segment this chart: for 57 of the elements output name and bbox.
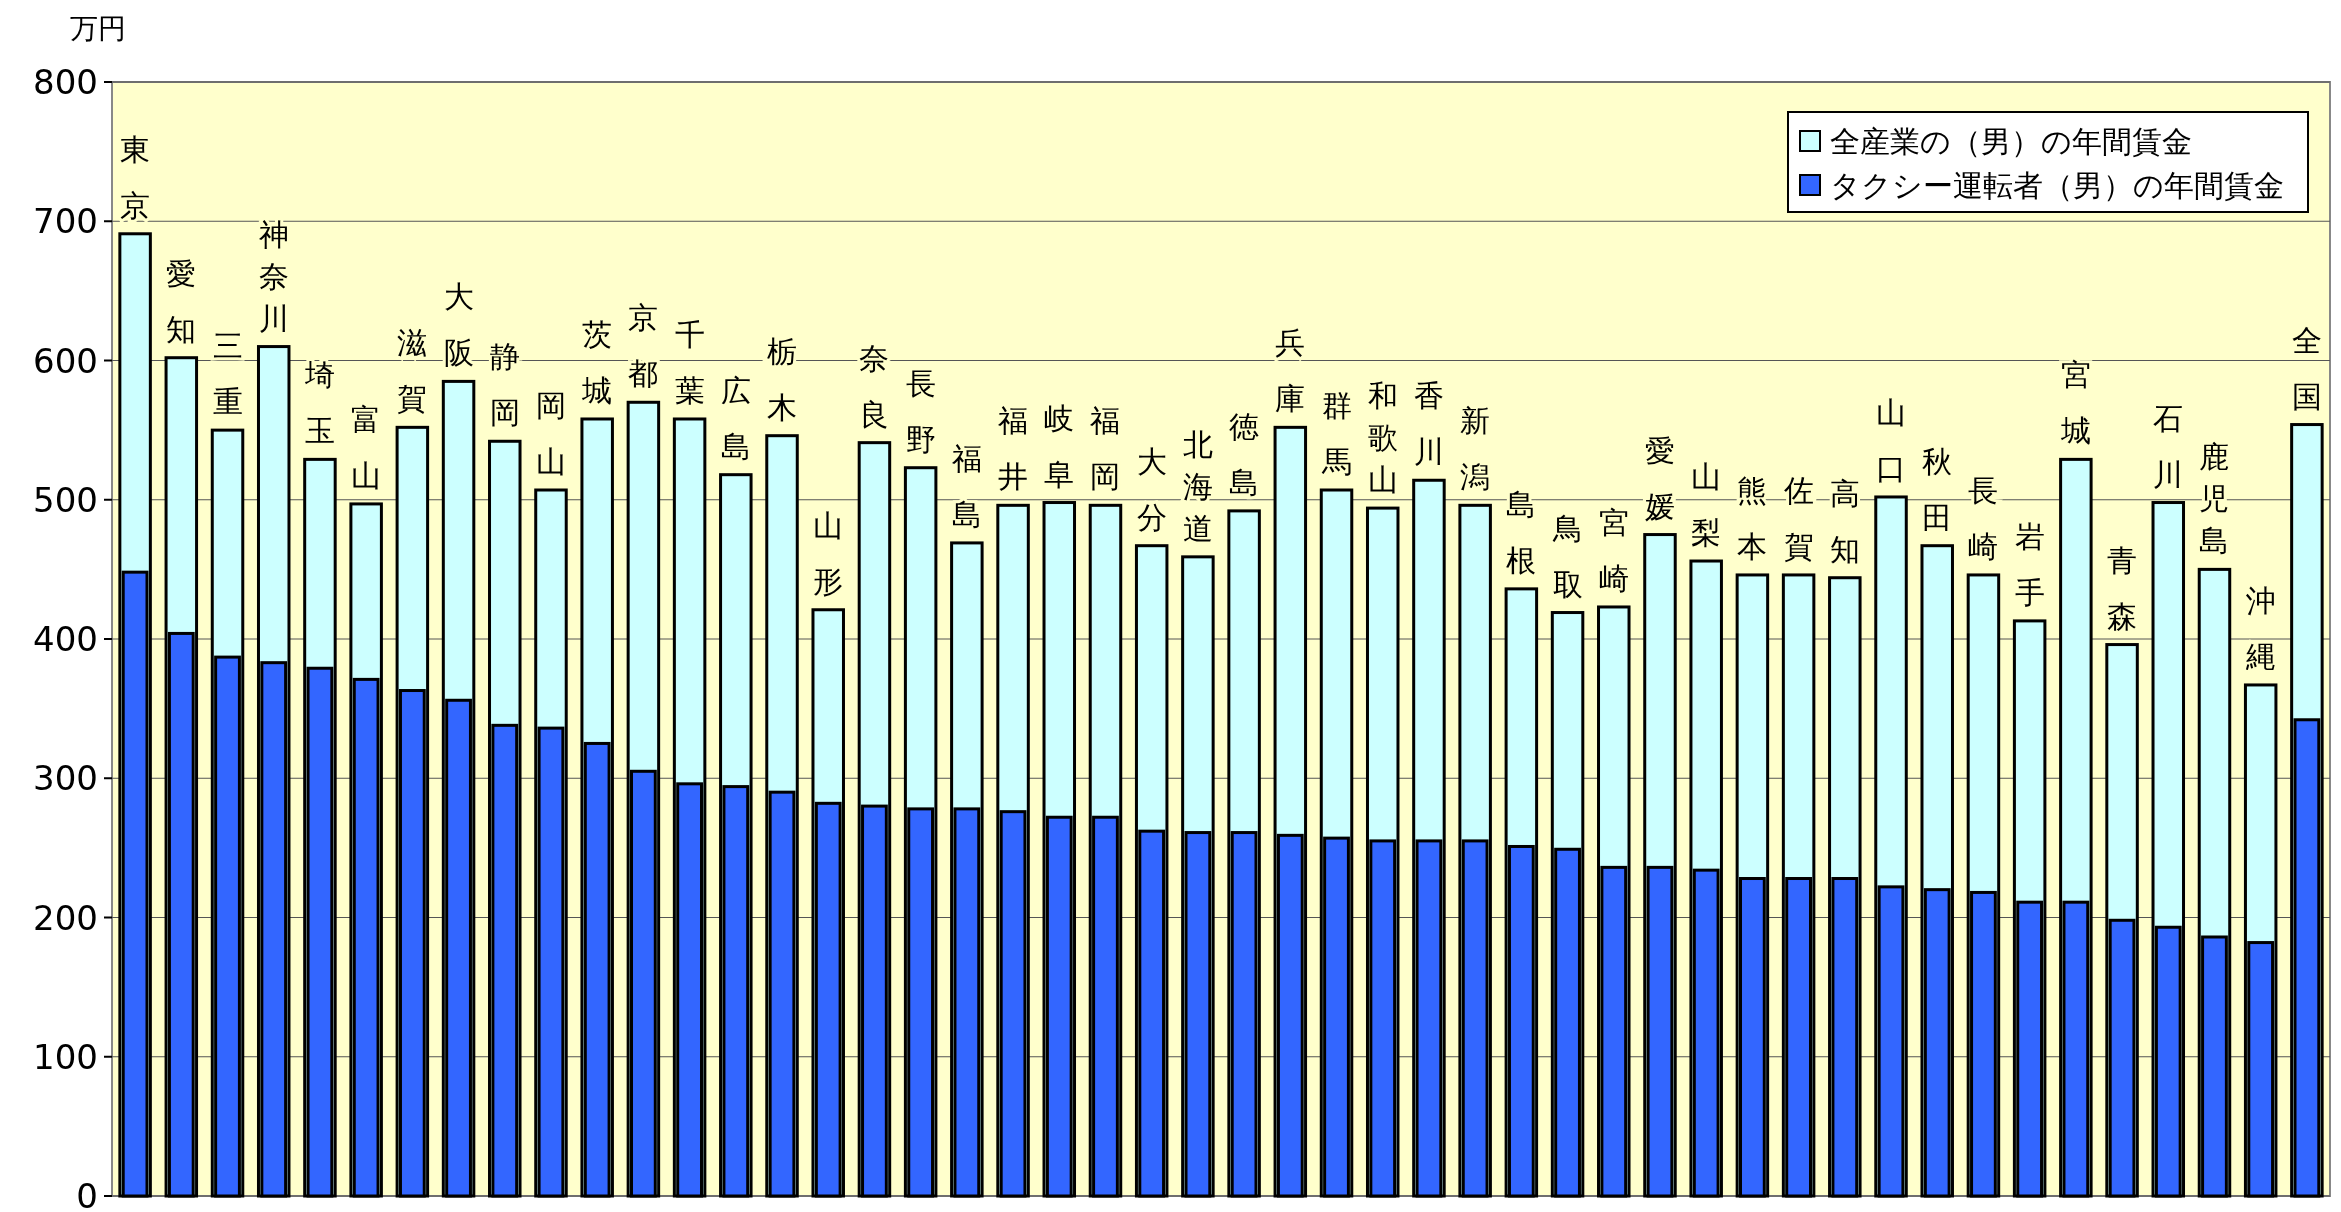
x-tick-label: 福岡 bbox=[1090, 403, 1121, 495]
x-tick-label: 大分 bbox=[1136, 443, 1167, 535]
x-tick-label: 愛媛 bbox=[1644, 432, 1675, 524]
legend-label: 全産業の（男）の年間賃金 bbox=[1830, 124, 2192, 159]
x-tick-label: 福井 bbox=[998, 403, 1029, 495]
x-tick-label: 新潟 bbox=[1460, 403, 1491, 495]
x-tick-label: 神奈川 bbox=[258, 216, 289, 336]
x-tick-label: 三重 bbox=[212, 328, 243, 420]
x-tick-label: 岡山 bbox=[535, 388, 566, 479]
x-tick-label: 埼玉 bbox=[303, 357, 335, 449]
x-tick-label: 兵庫 bbox=[1275, 325, 1306, 417]
x-tick-label: 佐賀 bbox=[1783, 472, 1814, 564]
x-tick-label: 北海道 bbox=[1182, 426, 1213, 546]
x-tick-label: 東京 bbox=[120, 131, 151, 223]
x-tick-label: 岐阜 bbox=[1044, 400, 1075, 492]
x-tick-label: 福島 bbox=[951, 440, 982, 532]
x-tick-label: 長野 bbox=[905, 365, 936, 457]
x-tick-label: 山形 bbox=[813, 507, 844, 599]
y-tick-label: 800 bbox=[33, 62, 98, 102]
x-tick-label: 愛知 bbox=[166, 255, 197, 347]
x-tick-label: 宮城 bbox=[2059, 357, 2091, 449]
y-axis-title: 万円 bbox=[70, 12, 126, 45]
x-tick-label: 青森 bbox=[2107, 542, 2138, 634]
x-tick-label: 岩手 bbox=[2014, 518, 2045, 610]
y-tick-label: 700 bbox=[33, 201, 98, 242]
x-tick-label: 熊本 bbox=[1737, 472, 1768, 564]
y-tick-label: 200 bbox=[33, 897, 98, 938]
x-tick-label: 和歌山 bbox=[1367, 378, 1398, 498]
x-tick-label: 石川 bbox=[2153, 400, 2184, 492]
x-tick-label: 鳥取 bbox=[1551, 510, 1583, 602]
x-tick-label: 千葉 bbox=[674, 316, 705, 408]
x-tick-label: 徳島 bbox=[1229, 408, 1260, 500]
y-tick-label: 300 bbox=[33, 758, 98, 799]
x-tick-label: 鹿児島 bbox=[2199, 439, 2230, 559]
y-tick-label: 0 bbox=[76, 1176, 98, 1212]
x-tick-label: 宮崎 bbox=[1598, 504, 1629, 596]
x-tick-label: 山口 bbox=[1876, 394, 1907, 486]
x-tick-label: 京都 bbox=[628, 300, 659, 392]
legend-label: タクシー運転者（男）の年間賃金 bbox=[1830, 168, 2284, 203]
x-tick-label: 群馬 bbox=[1320, 388, 1352, 479]
y-tick-label: 500 bbox=[33, 479, 98, 520]
x-tick-label: 栃木 bbox=[767, 333, 798, 425]
x-tick-label: 広島 bbox=[720, 372, 751, 464]
x-tick-label: 全国 bbox=[2291, 322, 2322, 414]
y-tick-label: 100 bbox=[33, 1036, 98, 1077]
x-tick-label: 滋賀 bbox=[397, 325, 428, 417]
x-tick-label: 秋田 bbox=[1922, 443, 1953, 535]
x-tick-label: 島根 bbox=[1506, 486, 1537, 578]
x-tick-label: 沖縄 bbox=[2244, 582, 2276, 674]
y-tick-label: 400 bbox=[33, 619, 98, 659]
x-tick-label: 山梨 bbox=[1691, 459, 1722, 551]
x-tick-label: 茨城 bbox=[581, 316, 613, 408]
x-tick-label: 富山 bbox=[351, 401, 382, 493]
x-tick-label: 香川 bbox=[1413, 378, 1444, 470]
y-tick-label: 600 bbox=[33, 340, 98, 381]
x-tick-label: 高知 bbox=[1829, 475, 1860, 567]
x-tick-label: 長崎 bbox=[1968, 472, 1999, 564]
